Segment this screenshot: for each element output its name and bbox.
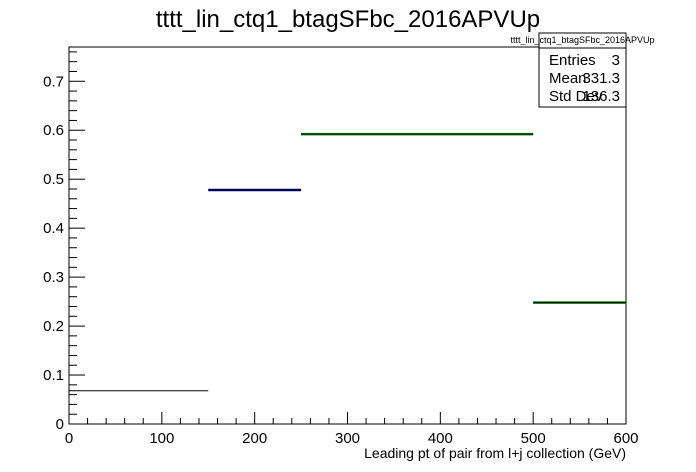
- y-tick-label: 0.2: [43, 318, 64, 335]
- y-tick-label: 0.1: [43, 367, 64, 384]
- x-tick-label: 400: [428, 430, 453, 447]
- stats-stddev-value: 136.3: [582, 88, 620, 105]
- x-axis: 0 100 200 300 400 500 600: [65, 412, 639, 447]
- stats-mean-value: 331.3: [582, 70, 620, 87]
- x-tick-label: 300: [335, 430, 360, 447]
- stats-box: tttt_lin_ctq1_btagSFbc_2016APVUp Entries…: [510, 32, 655, 108]
- y-tick-label: 0.4: [43, 220, 64, 237]
- stats-stddev-label: Std Dev: [549, 88, 603, 105]
- stats-entries-value: 3: [612, 52, 620, 69]
- stats-box-frame: [538, 32, 627, 108]
- x-tick-label: 200: [242, 430, 267, 447]
- x-tick-label: 500: [521, 430, 546, 447]
- y-tick-label: 0: [56, 416, 64, 433]
- y-tick-label: 0.5: [43, 171, 64, 188]
- x-tick-label: 100: [149, 430, 174, 447]
- stats-mean-label: Mean: [549, 70, 587, 87]
- x-tick-label: 0: [65, 430, 73, 447]
- x-axis-title: Leading pt of pair from l+j collection (…: [364, 445, 626, 461]
- stats-title: tttt_lin_ctq1_btagSFbc_2016APVUp: [510, 35, 654, 45]
- chart-title: tttt_lin_ctq1_btagSFbc_2016APVUp: [156, 6, 540, 33]
- y-tick-label: 0.3: [43, 269, 64, 286]
- x-tick-label: 600: [613, 430, 638, 447]
- histogram-bins: [69, 132, 626, 392]
- y-tick-label: 0.7: [43, 73, 64, 90]
- stats-entries-label: Entries: [549, 52, 596, 69]
- y-axis: 0 0.1 0.2 0.3 0.4 0.5 0.6 0.7: [43, 51, 85, 433]
- y-tick-label: 0.6: [43, 122, 64, 139]
